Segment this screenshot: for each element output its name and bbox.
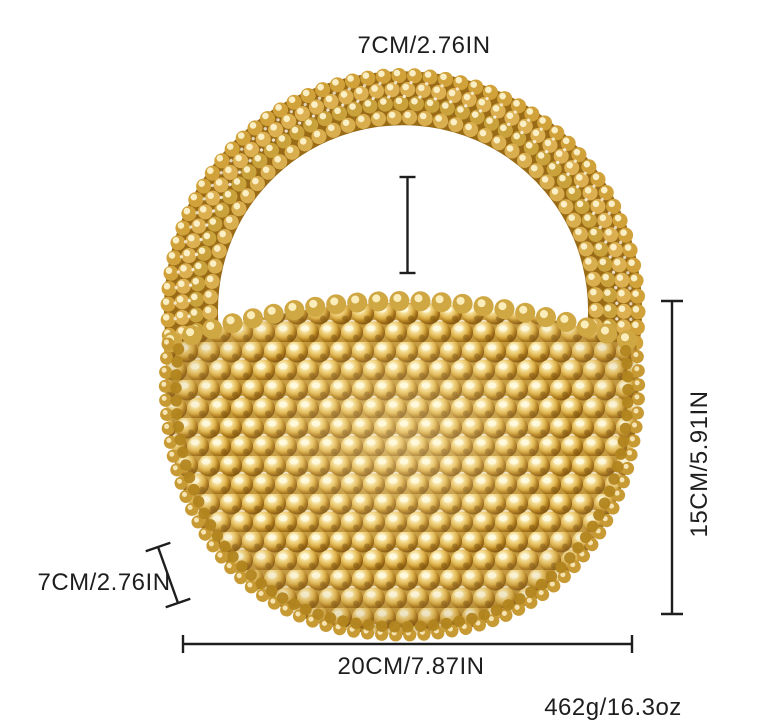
- dim-line-body-width: [181, 635, 634, 653]
- body-width-label: 20CM/7.87IN: [337, 653, 485, 680]
- dimension-lines: [145, 175, 683, 653]
- body-height-label: 15CM/5.91IN: [686, 390, 713, 538]
- base-depth-label: 7CM/2.76IN: [37, 569, 171, 596]
- body-edge-beads: [158, 337, 646, 642]
- dim-line-base-depth: [145, 541, 191, 609]
- handle-height-label: 7CM/2.76IN: [357, 32, 491, 59]
- dim-line-handle-height: [399, 175, 416, 275]
- body-rim-beads: [162, 291, 642, 352]
- handle-bead-rows: [160, 68, 646, 359]
- handbag-handle: [160, 68, 646, 359]
- weight-label: 462g/16.3oz: [544, 694, 682, 721]
- dim-line-body-height: [661, 299, 683, 616]
- body-shading: [165, 303, 639, 635]
- handbag-body: [158, 291, 646, 642]
